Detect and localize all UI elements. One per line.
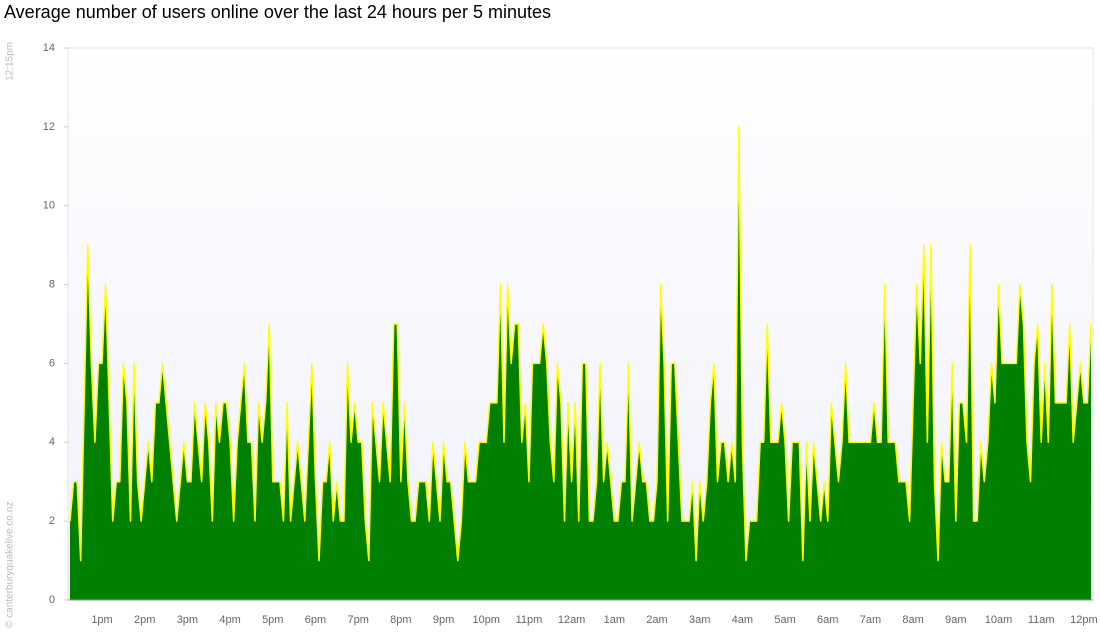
- copyright: © canterburyquakelive.co.nz: [5, 502, 16, 628]
- chart-title: Average number of users online over the …: [4, 2, 551, 22]
- x-tick-label: 5am: [774, 614, 795, 626]
- x-tick-label: 4pm: [219, 614, 240, 626]
- x-tick-label: 8pm: [390, 614, 411, 626]
- y-tick-label: 14: [43, 42, 55, 54]
- x-tick-label: 3am: [689, 614, 710, 626]
- x-tick-label: 1am: [604, 614, 625, 626]
- y-tick-label: 4: [49, 436, 55, 448]
- y-tick-label: 10: [43, 200, 55, 212]
- y-tick-label: 0: [49, 594, 55, 606]
- x-tick-label: 11am: [1028, 614, 1055, 626]
- x-tick-label: 8am: [902, 614, 923, 626]
- x-tick-label: 7pm: [347, 614, 368, 626]
- x-tick-label: 5pm: [262, 614, 283, 626]
- x-tick-label: 12pm: [1070, 614, 1098, 626]
- start-time: 12:15pm: [5, 42, 16, 81]
- y-tick-label: 8: [49, 278, 55, 290]
- x-tick-label: 3pm: [177, 614, 198, 626]
- x-tick-label: 1pm: [91, 614, 112, 626]
- x-tick-label: 6am: [817, 614, 838, 626]
- x-tick-label: 10pm: [472, 614, 500, 626]
- y-tick-label: 12: [43, 121, 55, 133]
- x-tick-label: 6pm: [305, 614, 326, 626]
- x-tick-label: 12am: [558, 614, 586, 626]
- x-tick-label: 10am: [985, 614, 1013, 626]
- y-tick-label: 2: [49, 515, 55, 527]
- x-tick-label: 9pm: [433, 614, 454, 626]
- x-tick-label: 7am: [860, 614, 881, 626]
- x-tick-label: 9am: [945, 614, 966, 626]
- x-tick-label: 4am: [732, 614, 753, 626]
- x-tick-label: 2pm: [134, 614, 155, 626]
- line: [69, 126, 1092, 562]
- x-tick-label: 2am: [646, 614, 667, 626]
- x-tick-label: 11pm: [516, 614, 543, 626]
- y-tick-label: 6: [49, 357, 55, 369]
